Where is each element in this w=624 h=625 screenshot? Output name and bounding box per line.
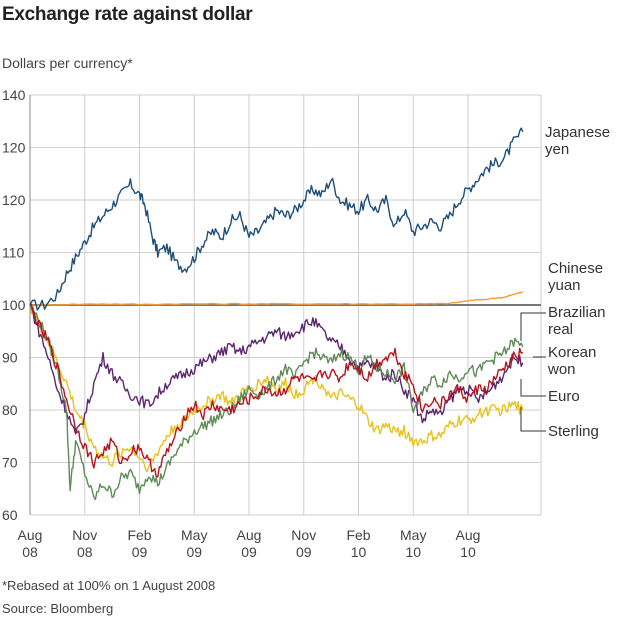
label-leader	[520, 407, 546, 432]
x-tick-label: 09	[296, 544, 312, 560]
x-tick-label: Nov	[291, 527, 316, 543]
x-tick-label: Feb	[127, 527, 151, 543]
x-tick-label: 10	[460, 544, 476, 560]
y-tick-label: 120	[2, 192, 26, 208]
x-tick-label: Aug	[18, 527, 43, 543]
series-line	[29, 304, 524, 478]
y-tick-label: 70	[2, 455, 18, 471]
series-line	[29, 304, 524, 473]
series-label: Euro	[548, 388, 580, 405]
label-leader	[520, 312, 546, 341]
grid-lines	[29, 94, 542, 516]
y-tick-label: 120	[2, 140, 26, 156]
label-leader	[520, 379, 546, 397]
x-tick-label: Aug	[237, 527, 262, 543]
x-tick-label: May	[181, 527, 207, 543]
series-label: real	[548, 321, 573, 338]
y-axis-unit-label: Dollars per currency*	[2, 55, 133, 71]
series-line	[29, 127, 524, 311]
chart-title: Exchange rate against dollar	[2, 4, 253, 25]
x-tick-label: May	[400, 527, 426, 543]
y-tick-label: 110	[2, 245, 25, 261]
x-tick-label: Aug	[456, 527, 481, 543]
y-tick-label: 80	[2, 402, 18, 418]
x-tick-label: 10	[351, 544, 367, 560]
series-label: Sterling	[548, 423, 599, 440]
series-label: won	[547, 361, 576, 378]
y-axis-ticks: 140 120 120 110 100 90 80 70 60	[2, 87, 26, 523]
x-tick-label: Nov	[72, 527, 97, 543]
series-lines	[29, 127, 524, 501]
source-note: Source: Bloomberg	[2, 601, 114, 616]
footnote: *Rebased at 100% on 1 August 2008	[2, 578, 216, 593]
series-label: yen	[545, 141, 569, 158]
series-label: Brazilian	[548, 304, 606, 321]
series-label: Chinese	[548, 260, 603, 277]
x-tick-label: 09	[241, 544, 257, 560]
series-line	[29, 304, 524, 501]
x-tick-label: Feb	[346, 527, 370, 543]
y-tick-label: 100	[2, 297, 26, 313]
x-tick-label: 08	[77, 544, 93, 560]
series-label: Japanese	[545, 124, 610, 141]
x-tick-label: 08	[22, 544, 38, 560]
series-line	[29, 291, 524, 306]
x-tick-label: 10	[405, 544, 421, 560]
x-tick-label: 09	[186, 544, 202, 560]
y-tick-label: 60	[2, 507, 18, 523]
y-tick-label: 90	[2, 350, 18, 366]
series-label: Korean	[548, 344, 596, 361]
y-tick-label: 140	[2, 87, 26, 103]
x-axis-ticks: Aug08Nov08Feb09May09Aug09Nov09Feb10May10…	[18, 527, 481, 560]
series-label: yuan	[548, 277, 581, 294]
x-tick-label: 09	[132, 544, 148, 560]
series-line	[29, 304, 524, 435]
